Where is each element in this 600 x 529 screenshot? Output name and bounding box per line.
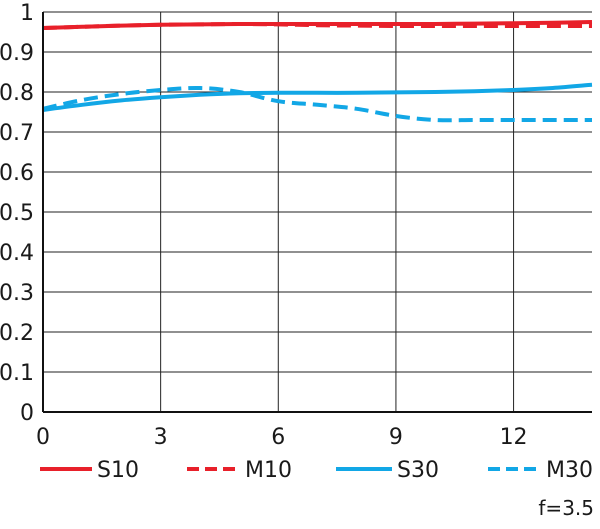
x-tick-label: 9 <box>389 425 403 450</box>
legend-label-m30: M30 <box>546 458 593 483</box>
axes <box>42 12 592 413</box>
y-tick-label: 0.4 <box>0 241 34 266</box>
y-tick-label: 0.2 <box>0 321 34 346</box>
series-line-s30 <box>42 82 593 112</box>
grid <box>42 11 592 413</box>
y-tick-label: 1 <box>20 1 34 26</box>
x-tick-label: 12 <box>500 425 528 450</box>
x-tick-label: 0 <box>36 425 50 450</box>
y-tick-labels: 0 0.1 0.2 0.3 0.4 0.5 0.6 0.7 0.8 0.9 1 <box>0 1 34 426</box>
y-tick-label: 0 <box>20 401 34 426</box>
y-tick-label: 0.1 <box>0 361 34 386</box>
x-tick-label: 6 <box>271 425 285 450</box>
y-tick-label: 0.9 <box>0 41 34 66</box>
aperture-annotation: f=3.5 <box>538 496 594 520</box>
y-tick-label: 0.7 <box>0 121 34 146</box>
x-tick-labels: 0 3 6 9 12 <box>36 425 528 450</box>
x-tick-label: 3 <box>154 425 168 450</box>
legend: S10 M10 S30 M30 <box>40 458 593 483</box>
y-tick-label: 0.3 <box>0 281 34 306</box>
y-tick-label: 0.8 <box>0 81 34 106</box>
y-tick-label: 0.6 <box>0 161 34 186</box>
series-line-m10 <box>42 21 592 30</box>
legend-label-s10: S10 <box>97 458 139 483</box>
series-line-m30 <box>42 85 592 123</box>
y-tick-label: 0.5 <box>0 201 34 226</box>
legend-label-m10: M10 <box>245 458 292 483</box>
legend-label-s30: S30 <box>397 458 439 483</box>
series-lines <box>42 20 593 123</box>
